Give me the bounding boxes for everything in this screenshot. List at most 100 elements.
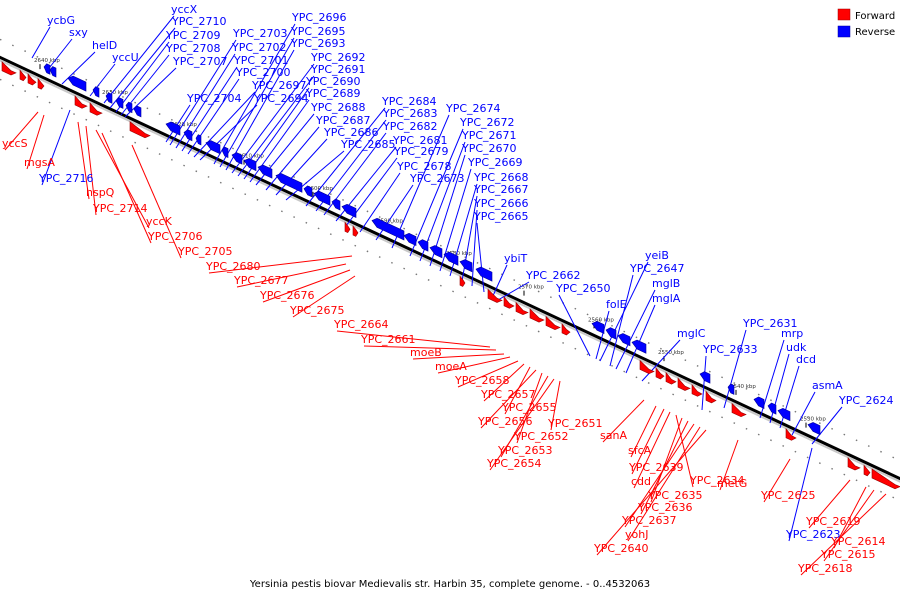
reverse-gene-arrow [231,152,243,165]
legend: Forward Reverse [837,8,895,38]
forward-leader-line [550,380,561,431]
reverse-gene-label: YPC_2669 [467,156,523,169]
forward-leader-line [823,489,875,562]
reverse-gene-label: YPC_2674 [445,102,501,115]
reverse-leader-line [199,104,258,161]
reverse-gene-label: YPC_2697 [251,79,307,92]
reverse-leader-line [595,310,610,360]
reverse-gene-arrow [753,396,765,409]
reverse-gene-arrow [49,66,57,78]
reverse-gene-arrow [125,101,133,114]
forward-leader-line [602,399,645,443]
reverse-gene-arrow [183,129,193,142]
reverse-gene-label: folE [606,298,627,311]
reverse-gene-label: YPC_2707 [172,55,228,68]
reverse-gene-arrow [331,198,341,211]
forward-leader-line [763,458,791,503]
reverse-leader-line [723,329,747,409]
forward-gene-arrow [529,308,545,323]
reverse-leader-line [471,209,478,287]
forward-gene-arrow [677,377,691,391]
reverse-gene-label: YPC_2686 [323,126,379,139]
reverse-gene-label: YPC_2679 [393,145,449,158]
reverse-gene-label: YPC_2665 [473,210,529,223]
reverse-gene-arrow [617,333,631,347]
reverse-gene-label: YPC_2696 [291,11,347,24]
forward-gene-label: YPC_2636 [637,501,693,514]
forward-gene-label: sfcA [628,444,652,457]
reverse-gene-label: YPC_2694 [253,92,309,105]
reverse-gene-label: YPC_2685 [340,138,396,151]
reverse-leader-line [419,141,466,262]
forward-gene-label: YPC_2653 [497,444,553,457]
reverse-gene-arrow [221,146,229,159]
reverse-gene-label: ybiT [504,252,528,265]
reverse-gene-label: yccX [171,3,198,16]
reverse-leader-line [811,406,843,445]
forward-gene-label: YPC_2661 [360,333,416,346]
reverse-gene-label: YPC_2704 [186,92,242,105]
reverse-leader-line [609,274,634,367]
reverse-leader-line [701,355,707,411]
forward-gene-label: yccK [146,215,173,228]
dotted-guide-line [0,78,900,502]
reverse-leader-line [169,39,237,146]
axis-tick-label: 2550 kbp [658,350,684,356]
forward-leader-line [292,275,356,318]
forward-gene-label: cdd [631,475,651,488]
reverse-gene-label: YPC_2691 [310,63,366,76]
reverse-gene-label: YPC_2709 [165,29,221,42]
reverse-gene-label: mglC [677,327,706,340]
reverse-leader-line [305,107,386,207]
reverse-gene-arrow [303,185,313,198]
reverse-gene-label: ycbG [47,14,75,27]
forward-leader-line [336,330,491,348]
reverse-gene-label: YPC_2668 [473,171,529,184]
reverse-leader-line [31,26,51,59]
forward-gene-arrow [847,457,861,471]
reverse-gene-arrow [341,203,357,218]
forward-gene-label: metG [717,477,747,490]
axis-tick-label: 2620 kbp [171,122,197,128]
reverse-gene-arrow [67,75,87,92]
forward-gene-arrow [665,371,677,385]
reverse-gene-arrow [133,105,142,118]
reverse-gene-arrow [275,173,303,193]
legend-reverse-swatch [837,25,851,38]
reverse-leader-line [103,15,175,104]
reverse-leader-line [409,128,464,257]
reverse-leader-line [558,294,591,357]
label-leader-lines [4,15,887,576]
forward-gene-label: YPC_2658 [454,374,510,387]
axis-tick-label: 2530 kbp [800,417,826,423]
forward-gene-arrow [655,367,665,380]
reverse-leader-line [491,264,508,299]
reverse-gene-label: YPC_2633 [702,343,758,356]
reverse-gene-label: YPC_2692 [310,51,366,64]
reverse-gene-arrow [591,320,605,335]
forward-gene-label: yccS [2,137,28,150]
reverse-gene-arrow [403,232,417,247]
forward-gene-label: YPC_2615 [820,548,876,561]
reverse-leader-line [375,184,414,241]
reverse-gene-label: udk [786,341,807,354]
forward-leader-line [480,369,537,429]
forward-leader-line [504,366,531,415]
forward-gene-arrow [503,295,515,309]
reverse-leader-line [788,447,813,542]
reverse-gene-arrow [475,266,493,282]
reverse-gene-label: YPC_2662 [525,269,581,282]
axis-tick-label: 2540 kbp [730,384,756,390]
reverse-gene-arrow [777,408,791,422]
reverse-gene-label: YPC_2667 [473,183,529,196]
reverse-gene-arrow [105,92,113,104]
reverse-leader-line [359,172,401,233]
reverse-gene-label: YPC_2708 [165,42,221,55]
reverse-gene-label: YPC_2701 [233,54,289,67]
reverse-leader-line [625,304,656,374]
forward-gene-arrow [871,468,900,490]
reverse-gene-arrow [417,239,429,252]
forward-gene-label: YPC_2635 [647,489,703,502]
